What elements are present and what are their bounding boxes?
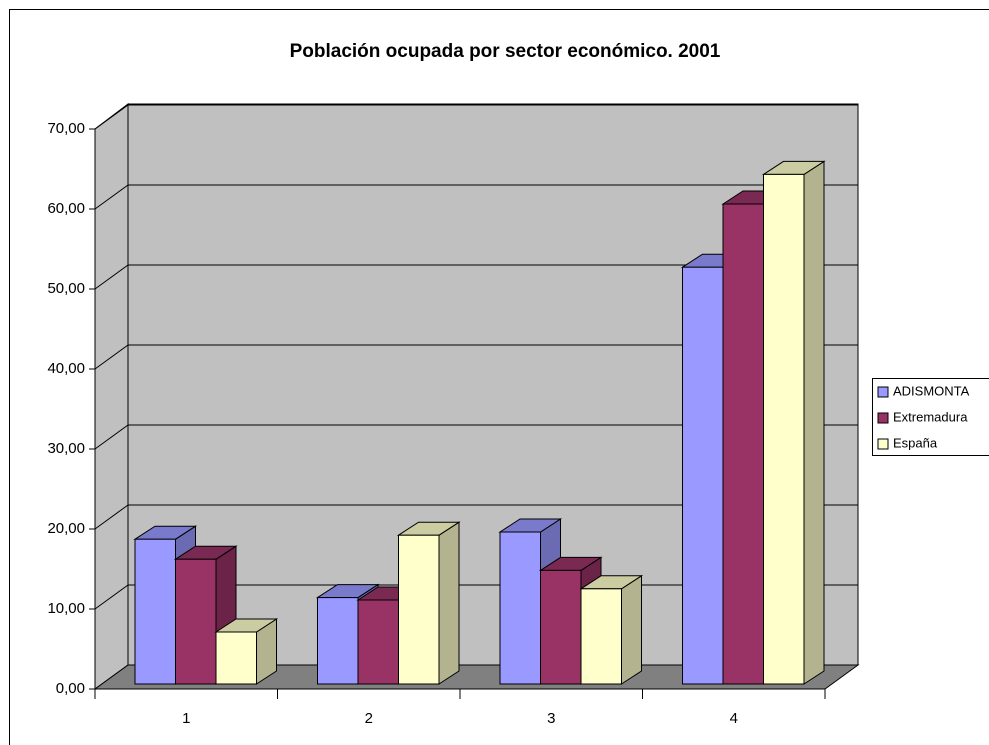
- bar: [580, 588, 622, 685]
- x-tick-label: 1: [182, 710, 190, 727]
- y-tick-label: 50,00: [47, 280, 85, 297]
- bar-side: [803, 160, 825, 685]
- y-tick-label: 70,00: [47, 120, 85, 137]
- bar: [763, 173, 805, 685]
- y-tick-label: 0,00: [56, 680, 85, 697]
- x-tick-label: 3: [547, 710, 555, 727]
- bar-side: [438, 521, 460, 685]
- bar: [540, 569, 582, 685]
- legend: [872, 378, 989, 456]
- bar: [357, 599, 399, 685]
- bar: [134, 538, 176, 685]
- bar: [682, 266, 724, 685]
- chart-title: Población ocupada por sector económico. …: [290, 41, 721, 62]
- legend-swatch: [877, 412, 889, 424]
- bar: [398, 534, 440, 685]
- x-tick-label: 4: [730, 710, 738, 727]
- y-tick-label: 30,00: [47, 440, 85, 457]
- bar: [175, 558, 217, 685]
- legend-swatch: [877, 386, 889, 398]
- grid-line: [94, 504, 129, 530]
- y-tick-label: 60,00: [47, 200, 85, 217]
- bar: [722, 203, 764, 685]
- legend-swatch: [877, 438, 889, 450]
- bar: [499, 531, 541, 685]
- side-wall: [94, 102, 129, 690]
- bar-side: [621, 574, 642, 685]
- grid-line: [94, 584, 129, 610]
- x-tick-label: 2: [365, 710, 373, 727]
- grid-line: [94, 184, 129, 210]
- grid-line: [94, 264, 129, 290]
- legend-label: España: [893, 435, 938, 450]
- legend-label: Extremadura: [893, 409, 968, 424]
- grid-line: [94, 344, 129, 370]
- grid-line: [94, 424, 129, 450]
- bar: [215, 631, 257, 685]
- legend-label: ADISMONTA: [893, 383, 970, 398]
- grid-line: [94, 104, 129, 130]
- y-tick-label: 10,00: [47, 600, 85, 617]
- y-tick-label: 40,00: [47, 360, 85, 377]
- bar: [317, 597, 359, 685]
- y-tick-label: 20,00: [47, 520, 85, 537]
